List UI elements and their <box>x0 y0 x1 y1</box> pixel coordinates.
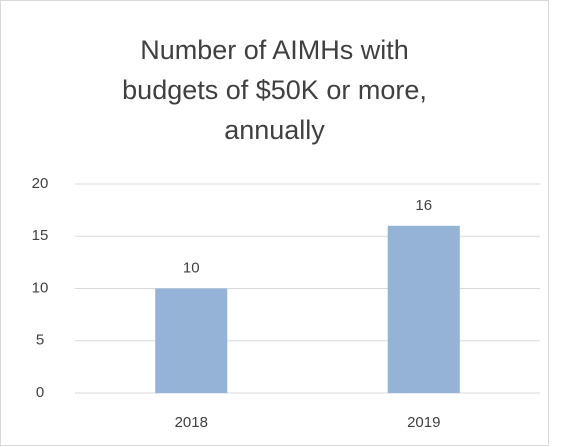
y-tick-label: 0 <box>36 384 44 401</box>
x-tick-label: 2018 <box>175 414 208 431</box>
bar <box>387 225 460 393</box>
y-tick-label: 5 <box>36 332 44 349</box>
y-tick-label: 20 <box>32 175 49 192</box>
data-label: 10 <box>183 259 200 276</box>
x-tick-label: 2019 <box>407 414 440 431</box>
chart-title: Number of AIMHs with budgets of $50K or … <box>122 35 427 145</box>
data-label: 16 <box>415 197 432 214</box>
y-tick-label: 15 <box>32 227 49 244</box>
bar <box>155 288 228 393</box>
y-tick-label: 10 <box>32 279 49 296</box>
chart-border <box>0 0 549 446</box>
chart-title-box: Number of AIMHs with budgets of $50K or … <box>0 30 549 150</box>
